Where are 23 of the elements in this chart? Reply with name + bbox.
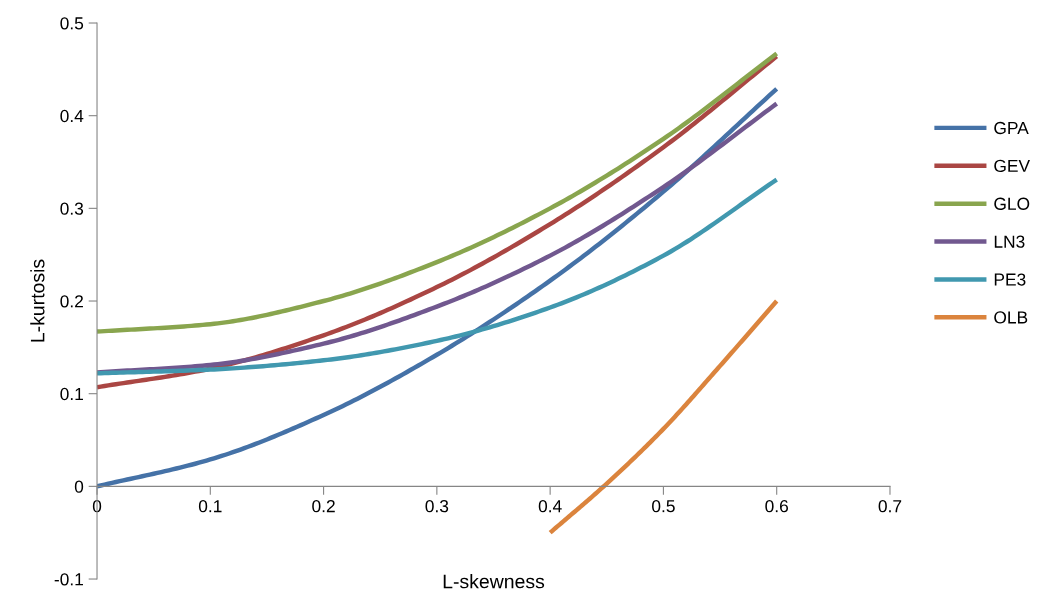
x-tick-label: 0.2: [312, 500, 335, 513]
y-tick-label: 0.3: [60, 202, 84, 215]
legend-label: GEV: [994, 159, 1030, 173]
y-tick-label: 0.1: [60, 387, 83, 401]
x-tick-label: 0.4: [538, 500, 562, 513]
legend-label: LN3: [994, 235, 1025, 248]
y-tick-label: 0: [74, 480, 84, 493]
x-tick-label: 0.5: [652, 500, 675, 513]
x-tick-label: 0: [92, 500, 102, 513]
y-axis-title: L-kurtosis: [30, 259, 45, 342]
legend-label: PE3: [994, 273, 1026, 286]
legend-label: OLB: [994, 311, 1028, 324]
x-tick-label: 0.6: [765, 500, 789, 513]
x-tick-label: 0.7: [878, 500, 902, 513]
legend-label: GLO: [994, 197, 1030, 210]
x-tick-label: 0.3: [425, 500, 449, 513]
y-tick-label: 0.2: [60, 295, 83, 308]
x-axis-title: L-skewness: [443, 574, 545, 589]
legend-label: GPA: [994, 121, 1029, 135]
y-tick-label: -0.1: [54, 573, 83, 586]
y-tick-label: 0.4: [60, 109, 84, 123]
x-tick-label: 0.1: [198, 500, 222, 513]
y-tick-label: 0.5: [60, 17, 84, 30]
